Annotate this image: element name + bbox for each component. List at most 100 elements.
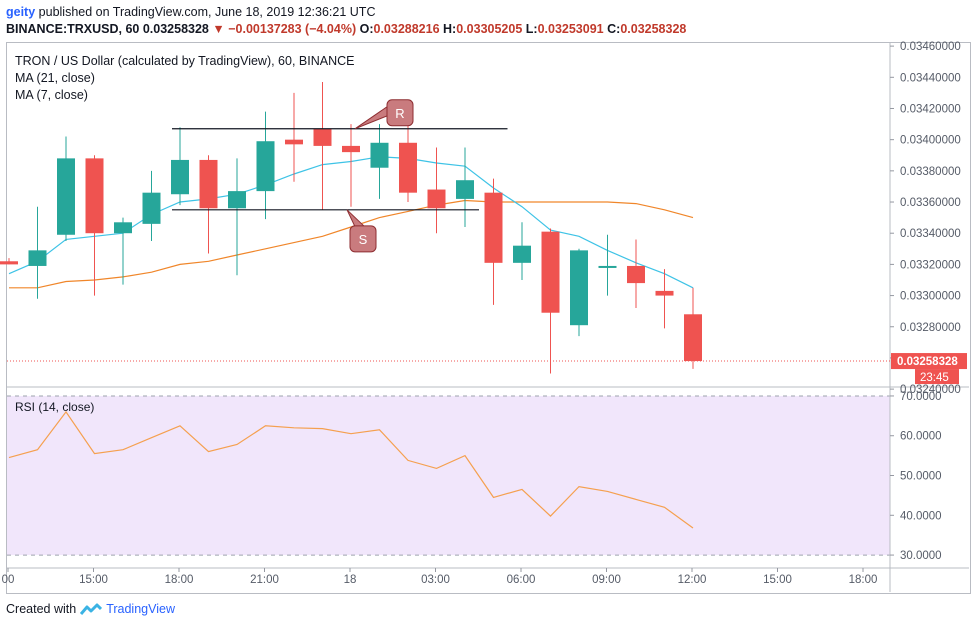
rsi-tick-label: 50.0000 [900, 471, 942, 483]
candle-body [313, 128, 332, 146]
time-tick-label: 15:00 [79, 574, 108, 586]
price-tick-label: 0.03380000 [900, 166, 961, 178]
time-tick-label: 18:00 [849, 574, 878, 586]
time-tick-label: 21:00 [250, 574, 279, 586]
tradingview-brand[interactable]: TradingView [106, 602, 175, 616]
last-price-badge-text: 0.03258328 [897, 356, 958, 368]
candle-up [370, 124, 389, 199]
symbol-label: BINANCE:TRXUSD, 60 [6, 22, 140, 36]
candle-body [627, 265, 645, 284]
candle-up [171, 127, 189, 206]
rsi-line [8, 410, 694, 529]
candle-body [598, 265, 617, 268]
candle-up [513, 222, 531, 280]
candle-down [684, 287, 702, 369]
callout-label: R [395, 106, 404, 121]
resistance-callout: R [354, 99, 414, 130]
rsi-tick-label: 60.0000 [900, 431, 942, 443]
candle-body [199, 159, 218, 209]
rsi-band [7, 395, 890, 556]
time-tick-label: 00 [2, 574, 15, 586]
candle-body [342, 145, 360, 153]
rsi-tick-label: 30.0000 [900, 550, 942, 562]
candle-body [114, 222, 132, 234]
candle-up [28, 206, 47, 299]
candle-down [199, 155, 218, 254]
candle-body [370, 142, 389, 168]
price-tick-label: 0.03240000 [900, 384, 961, 396]
candle-down [342, 124, 360, 207]
candle-body [171, 159, 189, 195]
publish-line: geity published on TradingView.com, June… [6, 5, 375, 19]
low-value: 0.03253091 [537, 22, 604, 36]
candle-up [570, 248, 588, 337]
price-tick-label: 0.03400000 [900, 135, 961, 147]
price-tick-label: 0.03420000 [900, 103, 961, 115]
candle-body [484, 192, 503, 263]
time-tick-label: 03:00 [421, 574, 450, 586]
time-tick-label: 12:00 [678, 574, 707, 586]
candle-body [228, 191, 246, 209]
countdown-badge-text: 23:45 [920, 372, 949, 384]
created-with-text: Created with [6, 602, 77, 616]
author-name[interactable]: geity [6, 5, 36, 19]
candle-down [285, 92, 303, 182]
tradingview-logo-icon [80, 603, 103, 615]
time-tick-label: 06:00 [507, 574, 536, 586]
low-label: L: [525, 22, 538, 36]
axes: 0.03460000 0.03440000 0.03420000 0.03400000… [2, 41, 969, 592]
candle-body [285, 139, 303, 145]
countdown-badge [915, 369, 959, 385]
rsi-tick-label: 70.0000 [900, 391, 942, 403]
rsi-title: RSI (14, close) [15, 400, 94, 414]
legend: TRON / US Dollar (calculated by TradingV… [15, 54, 354, 414]
candle-down [427, 147, 446, 234]
price-tick-label: 0.03440000 [900, 72, 961, 84]
candle-up [456, 147, 474, 227]
candle-body [256, 141, 275, 192]
callout-pointer [354, 103, 391, 130]
time-tick-label: 09:00 [592, 574, 621, 586]
time-tick-label: 18:00 [165, 574, 194, 586]
candle-up [598, 234, 617, 296]
candle-down [0, 258, 18, 265]
callout-box [349, 225, 377, 253]
price-tick-label: 0.03300000 [900, 291, 961, 303]
published-text: published on TradingView.com, June 18, 2… [38, 5, 376, 19]
last-price: 0.03258328 [142, 22, 209, 36]
candle-down [541, 228, 560, 374]
candle-body [399, 142, 417, 193]
candles [0, 81, 702, 374]
price-change: −0.00137283 (−4.04%) [228, 22, 357, 36]
footer: Created with TradingView [6, 602, 175, 616]
candle-up [228, 158, 246, 276]
price-tick-label: 0.03320000 [900, 259, 961, 271]
candle-down [85, 155, 104, 296]
rsi-band-fill [7, 395, 890, 556]
legend-ma7: MA (7, close) [15, 88, 88, 102]
candle-down [655, 269, 674, 329]
time-tick-label: 18 [344, 574, 357, 586]
legend-ma21: MA (21, close) [15, 71, 95, 85]
candle-down [313, 81, 332, 210]
support-callout: S [346, 209, 377, 253]
candle-up [114, 217, 132, 285]
high-label: H: [443, 22, 457, 36]
candle-up [57, 136, 75, 242]
close-label: C: [607, 22, 621, 36]
symbol-line: BINANCE:TRXUSD, 60 0.03258328 ▼ −0.00137… [6, 22, 686, 36]
candle-up [142, 170, 161, 242]
candle-down [627, 239, 645, 309]
price-tick-label: 0.03360000 [900, 197, 961, 209]
open-label: O: [359, 22, 374, 36]
candle-body [0, 261, 18, 265]
open-value: 0.03288216 [373, 22, 440, 36]
candle-body [655, 290, 674, 296]
candle-body [57, 158, 75, 235]
candle-body [684, 314, 702, 362]
time-tick-label: 15:00 [763, 574, 792, 586]
annotations: RS [172, 99, 508, 253]
candle-body [85, 158, 104, 234]
candle-body [427, 189, 446, 209]
